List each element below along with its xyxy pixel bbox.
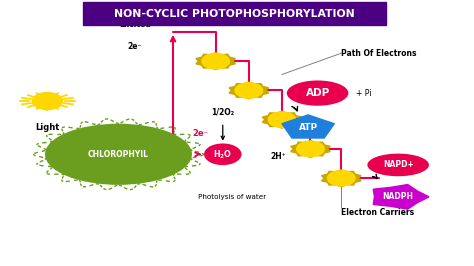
Text: ATP: ATP	[299, 123, 318, 132]
Polygon shape	[282, 115, 334, 138]
FancyBboxPatch shape	[83, 2, 386, 25]
Circle shape	[202, 53, 229, 69]
Circle shape	[297, 141, 324, 157]
Text: ADP: ADP	[305, 88, 330, 98]
Circle shape	[205, 144, 241, 164]
Circle shape	[268, 112, 296, 127]
Circle shape	[32, 93, 63, 110]
Text: 1/2O₂: 1/2O₂	[211, 107, 234, 116]
Polygon shape	[321, 170, 361, 187]
Polygon shape	[373, 185, 429, 209]
Text: NAPD+: NAPD+	[383, 160, 413, 169]
Ellipse shape	[367, 154, 429, 176]
Text: Excited: Excited	[119, 20, 151, 29]
Polygon shape	[262, 111, 302, 128]
Text: $\mathbf{H_2O}$: $\mathbf{H_2O}$	[213, 148, 232, 160]
Ellipse shape	[45, 124, 192, 185]
Text: Electron Carriers: Electron Carriers	[341, 208, 414, 217]
Text: Photolysis of water: Photolysis of water	[198, 194, 266, 200]
Polygon shape	[229, 82, 269, 99]
Text: 2e⁻: 2e⁻	[128, 41, 142, 51]
Ellipse shape	[287, 81, 348, 106]
Polygon shape	[291, 140, 330, 157]
Text: CHLOROPHYIL: CHLOROPHYIL	[88, 150, 149, 159]
Circle shape	[328, 171, 355, 186]
Text: Path Of Electrons: Path Of Electrons	[341, 49, 417, 58]
Polygon shape	[196, 53, 236, 70]
Text: NADPH: NADPH	[383, 192, 414, 201]
Circle shape	[235, 83, 263, 98]
Text: NON-CYCLIC PHOTOPHOSPHORYLATION: NON-CYCLIC PHOTOPHOSPHORYLATION	[114, 9, 355, 19]
Text: 2H⁺: 2H⁺	[270, 152, 286, 161]
Text: 2e⁻: 2e⁻	[192, 128, 208, 138]
Text: Light: Light	[35, 123, 60, 132]
Text: + Pi: + Pi	[356, 89, 371, 98]
